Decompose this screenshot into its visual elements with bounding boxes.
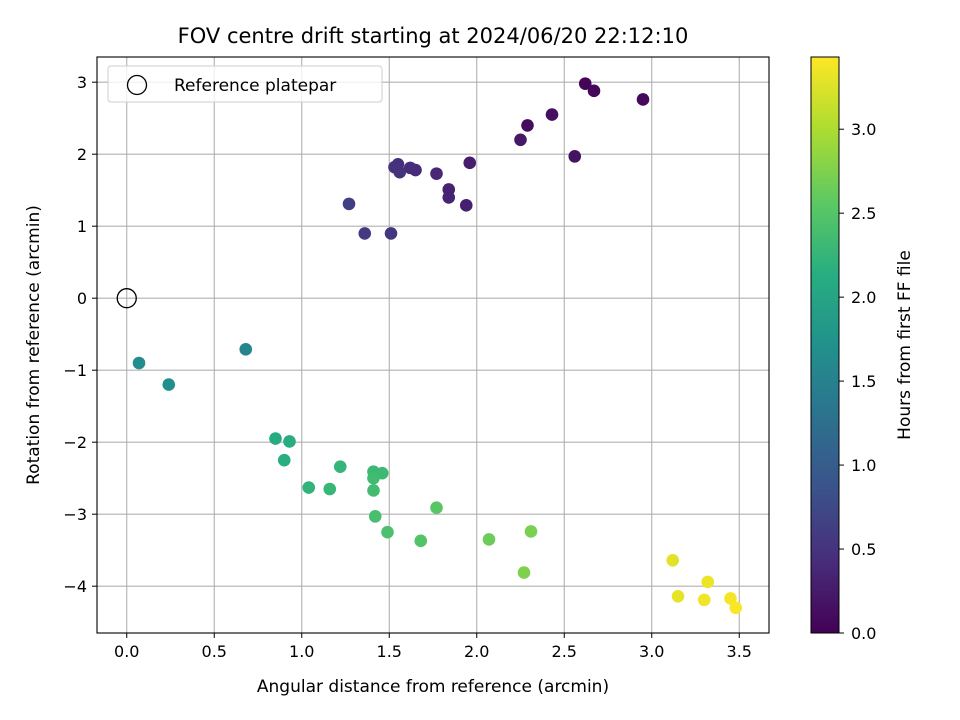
x-tick-label: 0.5 <box>202 642 227 661</box>
data-point <box>367 471 380 485</box>
colorbar-tick-label: 0.0 <box>851 624 876 643</box>
data-point <box>666 553 680 567</box>
data-point <box>568 150 582 163</box>
x-tick-label: 2.0 <box>464 642 489 661</box>
data-point <box>524 525 538 538</box>
data-point <box>521 119 534 132</box>
x-tick-label: 1.5 <box>377 642 402 661</box>
data-point <box>342 197 356 211</box>
x-tick-label: 3.5 <box>727 642 752 661</box>
x-tick-label: 1.0 <box>289 642 314 661</box>
colorbar-tick-label: 0.5 <box>851 540 876 559</box>
legend-box <box>107 65 383 103</box>
data-point <box>283 435 296 448</box>
colorbar: 0.0 0.5 1.0 1.5 2.0 2.5 3.0 Hours from first F… <box>810 56 915 643</box>
y-axis-label: Rotation from reference (arcmin) <box>24 205 44 485</box>
data-point <box>729 601 743 615</box>
data-points <box>132 77 743 615</box>
y-tick-label: 0 <box>77 289 87 308</box>
y-tick-label: 1 <box>77 217 87 236</box>
legend-marker-icon <box>126 74 148 96</box>
data-point <box>381 525 394 539</box>
data-point <box>333 460 347 473</box>
y-tick-label: 2 <box>77 145 87 164</box>
chart-title: FOV centre drift starting at 2024/06/20 … <box>178 24 689 48</box>
y-tick-label: −3 <box>63 505 87 524</box>
data-point <box>367 484 380 497</box>
reference-platepar-marker <box>116 288 137 309</box>
data-point <box>545 108 559 121</box>
data-point <box>393 165 407 179</box>
x-tick-label: 2.5 <box>552 642 577 661</box>
legend-label: Reference platepar <box>174 76 336 96</box>
data-point <box>414 534 428 548</box>
data-point <box>403 161 417 175</box>
data-point <box>162 378 176 391</box>
data-point <box>442 191 456 204</box>
y-axis-ticks: −4 −3 −2 −1 0 1 2 3 <box>63 73 97 596</box>
data-point <box>578 77 592 90</box>
data-point <box>459 199 473 212</box>
data-point <box>302 481 316 494</box>
data-point <box>671 589 685 603</box>
colorbar-tick-label: 1.5 <box>851 372 876 391</box>
y-tick-label: −4 <box>63 577 87 596</box>
x-tick-label: 3.0 <box>639 642 664 661</box>
y-tick-label: −2 <box>63 433 87 452</box>
data-point <box>724 592 737 605</box>
data-point <box>430 501 443 515</box>
x-tick-label: 0.0 <box>114 642 139 661</box>
colorbar-gradient <box>810 56 840 634</box>
legend: Reference platepar <box>107 65 383 103</box>
data-point <box>277 453 291 467</box>
data-point <box>517 566 531 579</box>
reference-marker-layer <box>116 288 137 309</box>
plot-frame <box>96 56 770 634</box>
data-point <box>239 343 253 356</box>
data-point <box>701 575 715 589</box>
data-point <box>430 167 443 180</box>
x-axis-label: Angular distance from reference (arcmin) <box>257 677 609 697</box>
data-point <box>323 482 337 496</box>
data-point <box>132 356 146 370</box>
x-axis-ticks: 0.0 0.5 1.0 1.5 2.0 2.5 3.0 3.5 <box>114 633 752 661</box>
data-point <box>514 133 527 147</box>
colorbar-tick-label: 2.0 <box>851 288 876 307</box>
grid-lines <box>97 57 769 633</box>
colorbar-tick-label: 2.5 <box>851 204 876 223</box>
colorbar-tick-label: 3.0 <box>851 120 876 139</box>
data-point <box>587 84 601 98</box>
data-point <box>358 227 372 240</box>
colorbar-ticks: 0.0 0.5 1.0 1.5 2.0 2.5 3.0 <box>839 120 876 643</box>
colorbar-tick-label: 1.0 <box>851 456 876 475</box>
data-point <box>384 227 398 240</box>
data-point <box>636 93 650 106</box>
y-tick-label: −1 <box>63 361 87 380</box>
data-point <box>482 533 496 546</box>
data-point <box>697 593 711 607</box>
data-point <box>269 432 282 445</box>
y-tick-label: 3 <box>77 73 87 92</box>
colorbar-label: Hours from first FF file <box>895 250 915 440</box>
data-point <box>463 156 477 170</box>
data-point <box>368 510 382 523</box>
